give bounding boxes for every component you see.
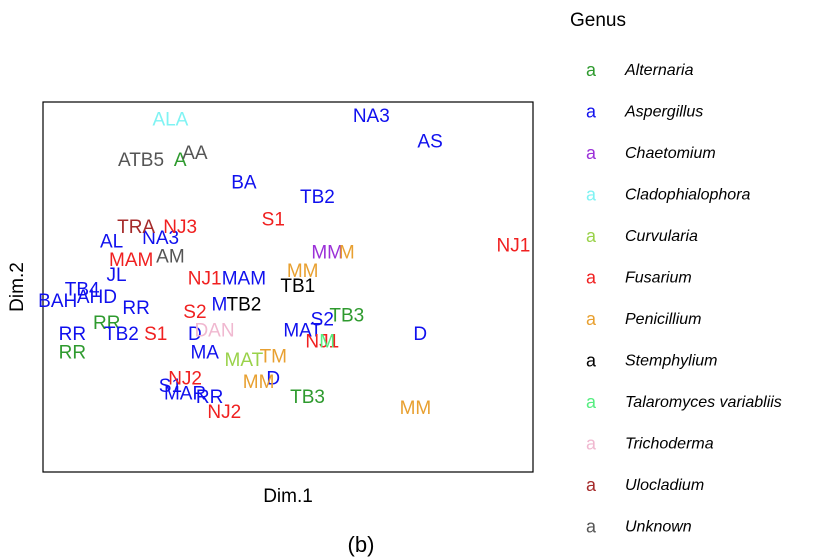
point-label: TM [260, 346, 287, 367]
point-label: S1 [144, 324, 167, 345]
point-label: NA3 [353, 106, 390, 127]
point-label: MAR [164, 383, 206, 404]
caption: (b) [348, 532, 375, 557]
point-label: JL [106, 265, 126, 286]
point-label: NA3 [142, 228, 179, 249]
point-label: TB2 [104, 324, 139, 345]
point-label: MM [287, 261, 319, 282]
point-label: RR [122, 298, 149, 319]
legend-label: Penicillium [625, 311, 701, 328]
point-label: TB2 [226, 295, 261, 316]
point-label: TB3 [329, 306, 364, 327]
legend-label: Cladophialophora [625, 187, 751, 204]
legend-key: a [586, 309, 597, 329]
point-label: TB3 [290, 387, 325, 408]
legend-label: Trichoderma [625, 436, 714, 453]
point-label: S2 [183, 302, 206, 323]
point-label: TRA [117, 217, 155, 238]
point-label: MAT [283, 320, 322, 341]
legend-label: Chaetomium [625, 145, 716, 162]
legend-label: Unknown [625, 519, 692, 536]
legend-key: a [586, 350, 597, 370]
point-label: NJ2 [207, 402, 241, 423]
point-label: D [188, 324, 202, 345]
point-label: MAM [109, 250, 153, 271]
point-label: NJ1 [305, 332, 339, 353]
point-label: RR [93, 313, 120, 334]
point-label: RR [59, 343, 86, 364]
point-label: MM [311, 243, 343, 264]
y-axis-label: Dim.2 [7, 262, 28, 312]
point-label: NJ2 [168, 369, 202, 390]
point-label: NJ1 [188, 269, 222, 290]
point-label: TB4 [65, 280, 100, 301]
point-label: D [266, 369, 280, 390]
point-label: S1 [262, 209, 285, 230]
x-axis-label: Dim.1 [263, 486, 313, 507]
point-label: M [319, 332, 335, 353]
legend-label: Ulocladium [625, 477, 704, 494]
point-label: MAM [222, 269, 266, 290]
legend-label: Aspergillus [624, 104, 703, 121]
point-label: MM [243, 372, 275, 393]
legend-key: a [586, 143, 597, 163]
legend-label: Curvularia [625, 228, 698, 245]
point-label: TB1 [280, 276, 315, 297]
legend-title: Genus [570, 10, 626, 31]
point-label: ALA [152, 110, 188, 131]
point-label: ATB5 [118, 150, 164, 171]
point-label: S2 [311, 309, 334, 330]
point-label: MAT [225, 350, 264, 371]
legend-label: Alternaria [624, 62, 694, 79]
legend-label: Talaromyces variabliis [625, 394, 782, 411]
point-label: MA [190, 343, 219, 364]
legend-key: a [586, 60, 597, 80]
point-label: BAH [38, 291, 77, 312]
point-label: AL [100, 232, 123, 253]
point-label: M [211, 295, 227, 316]
point-label: NJ1 [497, 235, 531, 256]
legend-key: a [586, 226, 597, 246]
point-label: NJ3 [163, 217, 197, 238]
legend-key: a [586, 267, 597, 287]
point-label: TB2 [300, 187, 335, 208]
point-label: BA [231, 172, 257, 193]
point-label: RR [59, 324, 86, 345]
legend-label: Fusarium [625, 270, 692, 287]
point-label: A [174, 150, 187, 171]
legend-key: a [586, 101, 597, 121]
point-label: AM [156, 246, 185, 267]
point-label: MM [400, 398, 432, 419]
point-label: S1 [159, 376, 182, 397]
legend-key: a [586, 184, 597, 204]
point-label: D [413, 324, 427, 345]
legend-label: Stemphylium [625, 353, 717, 370]
legend-key: a [586, 392, 597, 412]
point-label: AA [182, 143, 208, 164]
point-label: AS [417, 132, 442, 153]
legend-key: a [586, 433, 597, 453]
legend-key: a [586, 475, 597, 495]
point-label: M [339, 243, 355, 264]
point-label: DAN [194, 320, 234, 341]
point-label: AHD [77, 287, 117, 308]
point-label: RR [196, 387, 223, 408]
plot-frame [42, 101, 534, 473]
legend-key: a [586, 516, 597, 536]
